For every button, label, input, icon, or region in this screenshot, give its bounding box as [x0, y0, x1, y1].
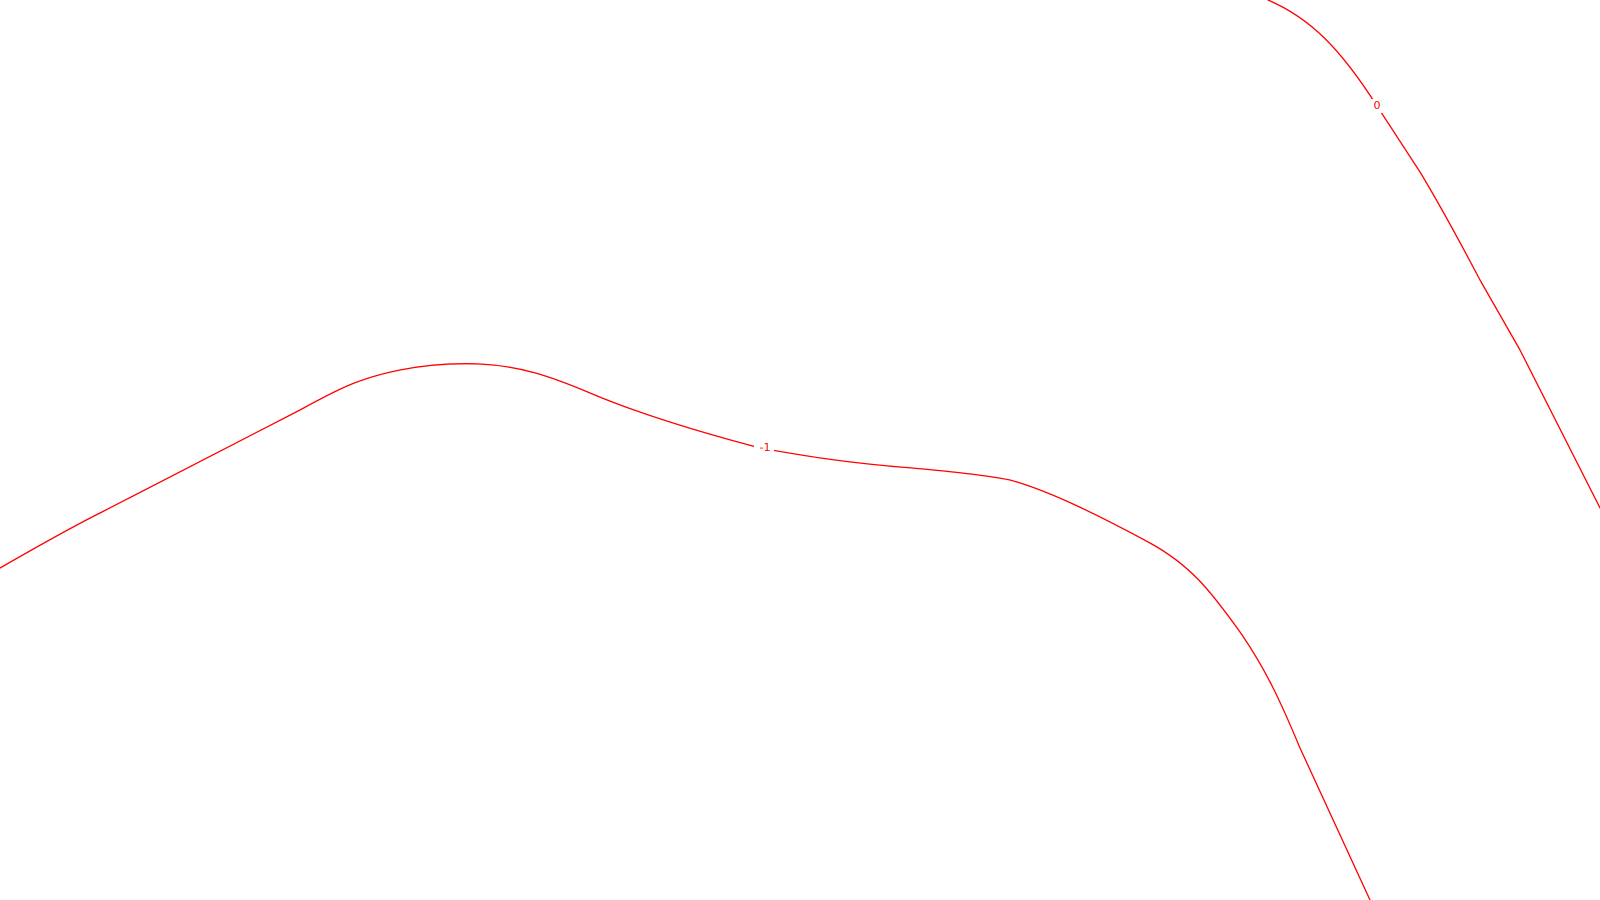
contour-line-0	[1267, 0, 1600, 509]
contour-label-minus-1-group: -1	[754, 440, 774, 454]
label-mask-0	[1370, 99, 1384, 113]
label-mask-minus-1	[754, 440, 774, 454]
contour-label-0: 0	[1374, 99, 1381, 112]
contour-label-minus-1: -1	[760, 441, 771, 454]
contour-line-minus-1	[0, 363, 1371, 900]
contour-label-0-group: 0	[1370, 99, 1384, 113]
